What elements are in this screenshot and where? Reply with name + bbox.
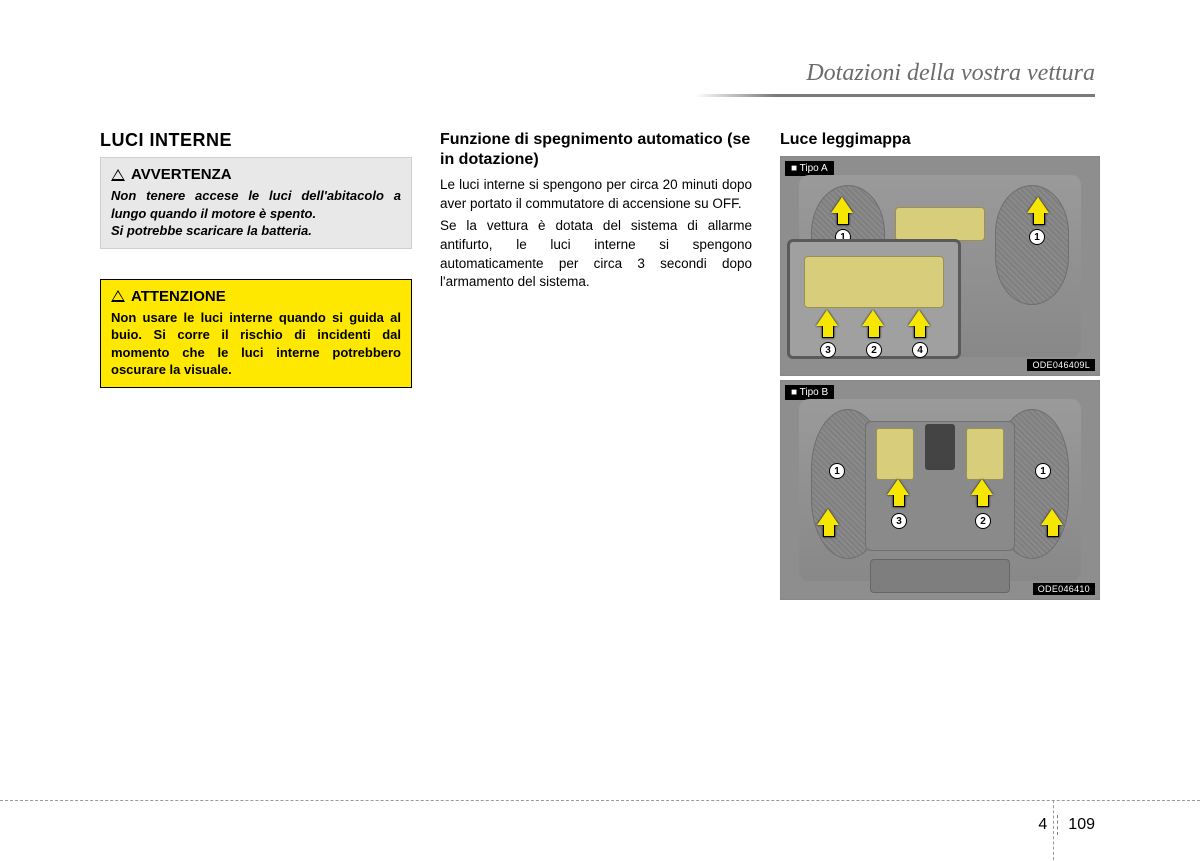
figure-type-b: ■ Tipo B 1 1 3 2 ODE046410 <box>780 380 1100 600</box>
caution-body: Non usare le luci interne quando si guid… <box>111 309 401 379</box>
arrow-icon <box>973 479 991 507</box>
callout-1-left-b: 1 <box>829 463 845 479</box>
col2-heading: Funzione di spegnimento automatico (se i… <box>440 130 752 170</box>
col2-body: Le luci interne si spengono per circa 20… <box>440 176 752 292</box>
switch-left-b <box>876 428 914 480</box>
warning-line-1: Non tenere accese le luci dell'abitacolo… <box>111 187 401 222</box>
column-1: LUCI INTERNE AVVERTENZA Non tenere acces… <box>100 130 412 604</box>
callout-2-b: 2 <box>975 513 991 529</box>
figure-a-code: ODE046409L <box>1027 359 1095 371</box>
arrow-icon <box>818 310 836 338</box>
page-footer: 4 109 <box>1038 815 1095 835</box>
warning-heading: AVVERTENZA <box>111 166 401 183</box>
warning-triangle-icon <box>111 169 125 181</box>
inset-zoom-a: 3 2 4 <box>787 239 961 359</box>
warning-box: AVVERTENZA Non tenere accese le luci del… <box>100 157 412 249</box>
col3-heading: Luce leggimappa <box>780 130 1100 150</box>
arrow-icon <box>1029 197 1047 225</box>
footer-separator <box>1057 815 1058 835</box>
callout-3-inset: 3 <box>820 342 836 358</box>
sunroof-switch <box>925 424 955 470</box>
inset-switch <box>804 256 944 308</box>
content-columns: LUCI INTERNE AVVERTENZA Non tenere acces… <box>100 130 1100 604</box>
center-switch-a <box>895 207 985 241</box>
caution-label: ATTENZIONE <box>131 288 226 305</box>
callout-4-inset: 4 <box>912 342 928 358</box>
header-rule <box>695 94 1095 97</box>
chapter-number: 4 <box>1038 816 1047 834</box>
chapter-header: Dotazioni della vostra vettura <box>806 60 1095 87</box>
switch-right-b <box>966 428 1004 480</box>
callout-3-b: 3 <box>891 513 907 529</box>
figure-a-label: ■ Tipo A <box>785 161 834 176</box>
page-number: 109 <box>1068 816 1095 834</box>
callout-1-right-b: 1 <box>1035 463 1051 479</box>
column-2: Funzione di spegnimento automatico (se i… <box>440 130 752 604</box>
sunglass-tray <box>870 559 1010 593</box>
warning-line-2: Si potrebbe scaricare la batteria. <box>111 222 401 240</box>
caution-heading: ATTENZIONE <box>111 288 401 305</box>
arrow-icon <box>819 509 837 537</box>
arrow-icon <box>833 197 851 225</box>
caution-triangle-icon <box>111 290 125 302</box>
arrow-icon <box>864 310 882 338</box>
figure-b-label: ■ Tipo B <box>785 385 834 400</box>
figure-b-code: ODE046410 <box>1033 583 1095 595</box>
arrow-icon <box>1043 509 1061 537</box>
warning-label: AVVERTENZA <box>131 166 232 183</box>
figure-type-a: ■ Tipo A 1 1 3 2 4 ODE046409L <box>780 156 1100 376</box>
section-title: LUCI INTERNE <box>100 130 412 151</box>
callout-2-inset: 2 <box>866 342 882 358</box>
col2-p2: Se la vettura è dotata del sistema di al… <box>440 217 752 293</box>
caution-box: ATTENZIONE Non usare le luci interne qua… <box>100 279 412 388</box>
warning-body: Non tenere accese le luci dell'abitacolo… <box>111 187 401 240</box>
footer-rule <box>0 800 1200 801</box>
arrow-icon <box>910 310 928 338</box>
column-3: Luce leggimappa ■ Tipo A 1 1 3 2 4 ODE04 <box>780 130 1100 604</box>
callout-1-right-a: 1 <box>1029 229 1045 245</box>
col2-p1: Le luci interne si spengono per circa 20… <box>440 176 752 214</box>
arrow-icon <box>889 479 907 507</box>
